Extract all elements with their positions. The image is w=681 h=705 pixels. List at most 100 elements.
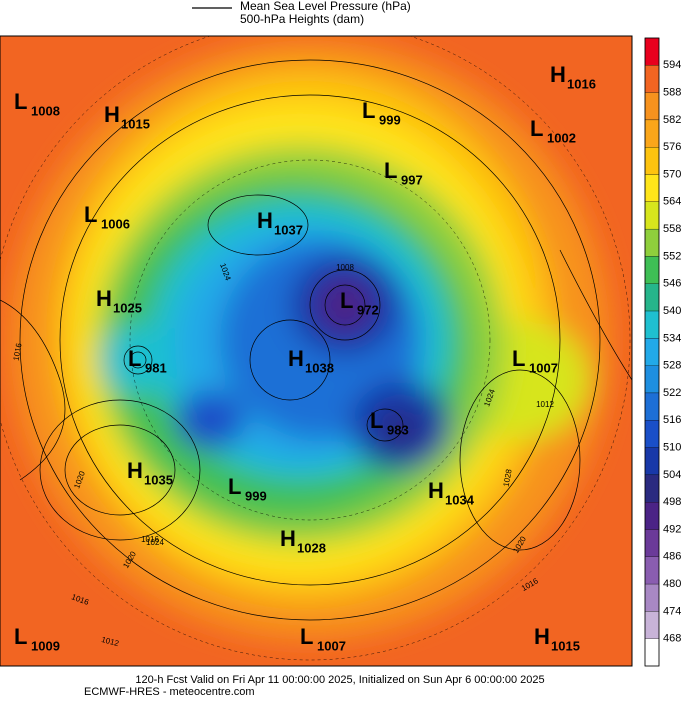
- pressure-center: H 1028: [280, 526, 326, 556]
- center-letter: H: [288, 346, 304, 371]
- contour-label: 1024: [146, 538, 164, 547]
- pressure-center: L 999: [362, 98, 401, 128]
- center-letter: H: [534, 624, 550, 649]
- contour-label: 1008: [336, 263, 354, 272]
- legend-label: Mean Sea Level Pressure (hPa): [240, 0, 411, 13]
- colorbar-label: 534: [663, 332, 681, 344]
- colorbar-label: 498: [663, 496, 681, 508]
- colorbar-swatch: [644, 310, 660, 339]
- colorbar-label: 516: [663, 414, 681, 426]
- center-letter: H: [257, 208, 273, 233]
- pressure-center: H 1038: [288, 346, 334, 376]
- colorbar-swatch: [644, 556, 660, 585]
- center-value: 983: [387, 422, 409, 437]
- colorbar-swatch: [644, 365, 660, 394]
- center-letter: L: [384, 158, 397, 183]
- colorbar-swatch: [644, 37, 660, 66]
- center-value: 1007: [529, 360, 558, 375]
- pressure-center: H 1035: [127, 458, 173, 488]
- colorbar-label: 504: [663, 469, 681, 481]
- map-frame: [0, 35, 633, 667]
- center-letter: H: [104, 102, 120, 127]
- colorbar-swatch: [644, 420, 660, 448]
- pressure-center: L 1006: [84, 202, 130, 232]
- center-value: 1016: [567, 76, 596, 91]
- colorbar-swatch: [644, 92, 660, 121]
- colorbar-label: 576: [663, 141, 681, 153]
- pressure-center: H 1034: [428, 478, 475, 508]
- contour-label: 1016: [12, 342, 24, 362]
- pressure-center: L 981: [128, 346, 167, 376]
- center-letter: H: [127, 458, 143, 483]
- colorbar-frame: [644, 37, 660, 667]
- center-letter: L: [128, 346, 141, 371]
- colorbar-label: 480: [663, 578, 681, 590]
- center-value: 1025: [113, 300, 142, 315]
- contour-label: 1012: [536, 400, 554, 409]
- center-letter: H: [96, 286, 112, 311]
- colorbar-swatch: [644, 638, 660, 667]
- pressure-center: H 1037: [257, 208, 303, 238]
- colorbar-label: 540: [663, 305, 681, 317]
- center-letter: L: [370, 408, 383, 433]
- contour-label: 1016: [141, 535, 159, 544]
- colorbar-label: 510: [663, 441, 681, 453]
- colorbar-swatch: [644, 611, 660, 639]
- colorbar-label: 594: [663, 59, 681, 71]
- colorbar-label: 474: [663, 605, 681, 617]
- colorbar-swatch: [644, 256, 660, 284]
- pressure-center: H 1015: [534, 624, 580, 654]
- center-letter: L: [362, 98, 375, 123]
- pressure-center: L 1002: [530, 116, 576, 146]
- colorbar-swatch: [644, 283, 660, 312]
- center-letter: H: [428, 478, 444, 503]
- colorbar-label: 552: [663, 250, 681, 262]
- center-letter: H: [280, 526, 296, 551]
- colorbar-swatch: [644, 174, 660, 202]
- colorbar-label: 558: [663, 223, 681, 235]
- pressure-center: H 1025: [96, 286, 142, 316]
- center-letter: H: [550, 62, 566, 87]
- colorbar-label: 582: [663, 114, 681, 126]
- center-value: 1015: [551, 638, 580, 653]
- colorbar-label: 570: [663, 168, 681, 180]
- colorbar-swatch: [644, 201, 660, 230]
- colorbar-swatch: [644, 583, 660, 612]
- colorbar-swatch: [644, 147, 660, 175]
- pressure-center: L 1007: [512, 346, 558, 376]
- pressure-center: L 983: [370, 408, 409, 438]
- center-value: 1006: [101, 216, 130, 231]
- legend-label: 500-hPa Heights (dam): [240, 12, 364, 26]
- pressure-center: H 1015: [104, 102, 150, 132]
- center-value: 1015: [121, 116, 150, 131]
- colorbar-swatch: [644, 65, 660, 93]
- pressure-center: L 1009: [14, 624, 60, 654]
- colorbar-label: 564: [663, 196, 681, 208]
- colorbar-label: 528: [663, 360, 681, 372]
- center-value: 1038: [305, 360, 334, 375]
- pressure-center: L 1008: [14, 89, 60, 119]
- pressure-center: H 1016: [550, 62, 596, 92]
- colorbar-label: 492: [663, 523, 681, 535]
- center-value: 1009: [31, 638, 60, 653]
- center-value: 1035: [144, 472, 173, 487]
- colorbar-swatch: [644, 502, 660, 530]
- center-value: 1008: [31, 103, 60, 118]
- colorbar-label: 468: [663, 633, 681, 645]
- center-value: 1037: [274, 222, 303, 237]
- center-letter: L: [14, 89, 27, 114]
- center-value: 981: [145, 360, 167, 375]
- pressure-center: L 972: [340, 288, 379, 318]
- center-letter: L: [14, 624, 27, 649]
- footer-text: 120-h Fcst Valid on Fri Apr 11 00:00:00 …: [135, 674, 544, 686]
- colorbar-label: 522: [663, 387, 681, 399]
- colorbar-swatch: [644, 529, 660, 557]
- center-value: 1007: [317, 638, 346, 653]
- center-value: 997: [401, 172, 423, 187]
- footer-text: ECMWF-HRES - meteocentre.com: [84, 686, 255, 698]
- pressure-center: L 997: [384, 158, 423, 188]
- colorbar-swatch: [644, 338, 660, 366]
- center-value: 1028: [297, 540, 326, 555]
- center-letter: L: [340, 288, 353, 313]
